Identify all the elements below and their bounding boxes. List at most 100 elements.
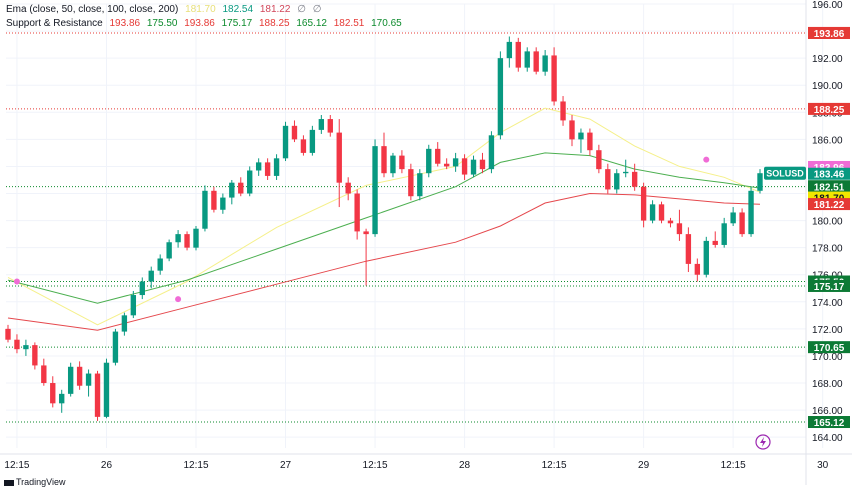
- y-tick-label: 164.00: [812, 433, 843, 444]
- candle-body: [336, 132, 342, 183]
- candle: [59, 389, 65, 413]
- candle: [417, 169, 423, 201]
- symbol-label: SOLUSD: [764, 166, 806, 180]
- candle-body: [309, 129, 316, 153]
- price-label-text: 165.12: [814, 418, 845, 429]
- candle: [587, 128, 593, 156]
- candle: [551, 47, 557, 106]
- candle-body: [247, 170, 253, 194]
- candle-body: [14, 339, 20, 350]
- candle-body: [50, 383, 56, 404]
- candle-body: [515, 41, 521, 68]
- candle-body: [282, 125, 289, 159]
- candle-body: [658, 204, 665, 221]
- candle: [318, 115, 325, 134]
- candle-body: [533, 51, 539, 72]
- candle: [605, 163, 611, 194]
- price-label-bg: [808, 198, 850, 211]
- candle-body: [345, 182, 351, 194]
- candle-body: [676, 223, 683, 235]
- x-tick-label: 12:15: [4, 460, 29, 471]
- lightning-icon[interactable]: [755, 434, 771, 450]
- x-tick-label: 26: [101, 460, 113, 471]
- candle-body: [435, 148, 441, 164]
- crossover-marker: [703, 156, 710, 163]
- price-label-text: 181.22: [814, 200, 845, 211]
- candle: [103, 358, 110, 419]
- candle: [667, 217, 674, 228]
- candle-body: [32, 345, 38, 366]
- candle: [32, 342, 38, 370]
- candle: [426, 144, 432, 178]
- candle: [255, 158, 262, 176]
- candle: [443, 158, 450, 170]
- candle: [50, 376, 56, 408]
- price-label-bg: [808, 279, 850, 292]
- candle: [390, 152, 396, 178]
- candle: [408, 163, 414, 201]
- candle: [5, 324, 11, 343]
- candle: [372, 139, 378, 237]
- candle: [336, 119, 342, 208]
- candle: [220, 193, 226, 214]
- candle-body: [291, 125, 298, 140]
- candle-body: [470, 159, 477, 175]
- candle-body: [139, 281, 145, 296]
- x-tick-label: 28: [459, 460, 471, 471]
- candle-body: [631, 171, 638, 187]
- ema-legend-row[interactable]: Ema (close, 50, close, 100, close, 200) …: [6, 3, 406, 17]
- candle-body: [578, 132, 584, 140]
- price-axis-label: 188.25: [808, 102, 850, 116]
- candle-body: [76, 366, 83, 386]
- candle-body: [560, 101, 566, 121]
- candle: [76, 361, 83, 390]
- candle-body: [23, 345, 29, 350]
- price-label-text: 188.25: [814, 105, 845, 116]
- tradingview-watermark: TradingView: [4, 477, 66, 487]
- candle-body: [506, 41, 513, 59]
- candle: [461, 154, 468, 180]
- price-label-bg: [808, 416, 850, 429]
- candle-body: [41, 365, 47, 384]
- candle: [112, 328, 119, 366]
- candle: [291, 120, 298, 143]
- candle-body: [148, 270, 154, 282]
- candle: [157, 254, 163, 275]
- price-axis-label: 193.86: [808, 26, 850, 40]
- candle: [676, 209, 683, 241]
- candle: [264, 158, 271, 180]
- candle-body: [417, 173, 423, 197]
- candle: [121, 312, 128, 336]
- candle: [703, 236, 709, 278]
- candle: [497, 51, 504, 140]
- candle-body: [184, 234, 190, 248]
- candle: [739, 208, 745, 237]
- candle-body: [408, 169, 414, 197]
- sr-legend-row[interactable]: Support & Resistance 193.86 175.50 193.8…: [6, 17, 406, 31]
- x-tick-label: 27: [280, 460, 292, 471]
- price-label-text: 193.86: [814, 29, 845, 40]
- candle-body: [67, 366, 74, 394]
- candle: [596, 144, 602, 174]
- candle: [309, 125, 316, 156]
- candle: [130, 290, 137, 319]
- price-axis-label: 183.46: [808, 167, 850, 181]
- candle-body: [587, 132, 593, 151]
- candle: [623, 159, 629, 178]
- candle: [569, 115, 575, 147]
- x-tick-label: 12:15: [721, 460, 746, 471]
- price-label-bg: [808, 102, 850, 115]
- symbol-label-bg: [764, 166, 806, 180]
- sr-value: 165.12: [296, 18, 327, 29]
- candle-body: [264, 162, 271, 176]
- candle-body: [640, 186, 647, 221]
- y-tick-label: 196.00: [812, 0, 843, 11]
- ema-200-value: 181.22: [259, 4, 291, 15]
- candle-body: [372, 146, 378, 235]
- candle-body: [273, 158, 280, 176]
- candle: [640, 182, 647, 228]
- candle: [658, 201, 665, 224]
- ema-line: [7, 192, 761, 331]
- candle-body: [318, 119, 325, 130]
